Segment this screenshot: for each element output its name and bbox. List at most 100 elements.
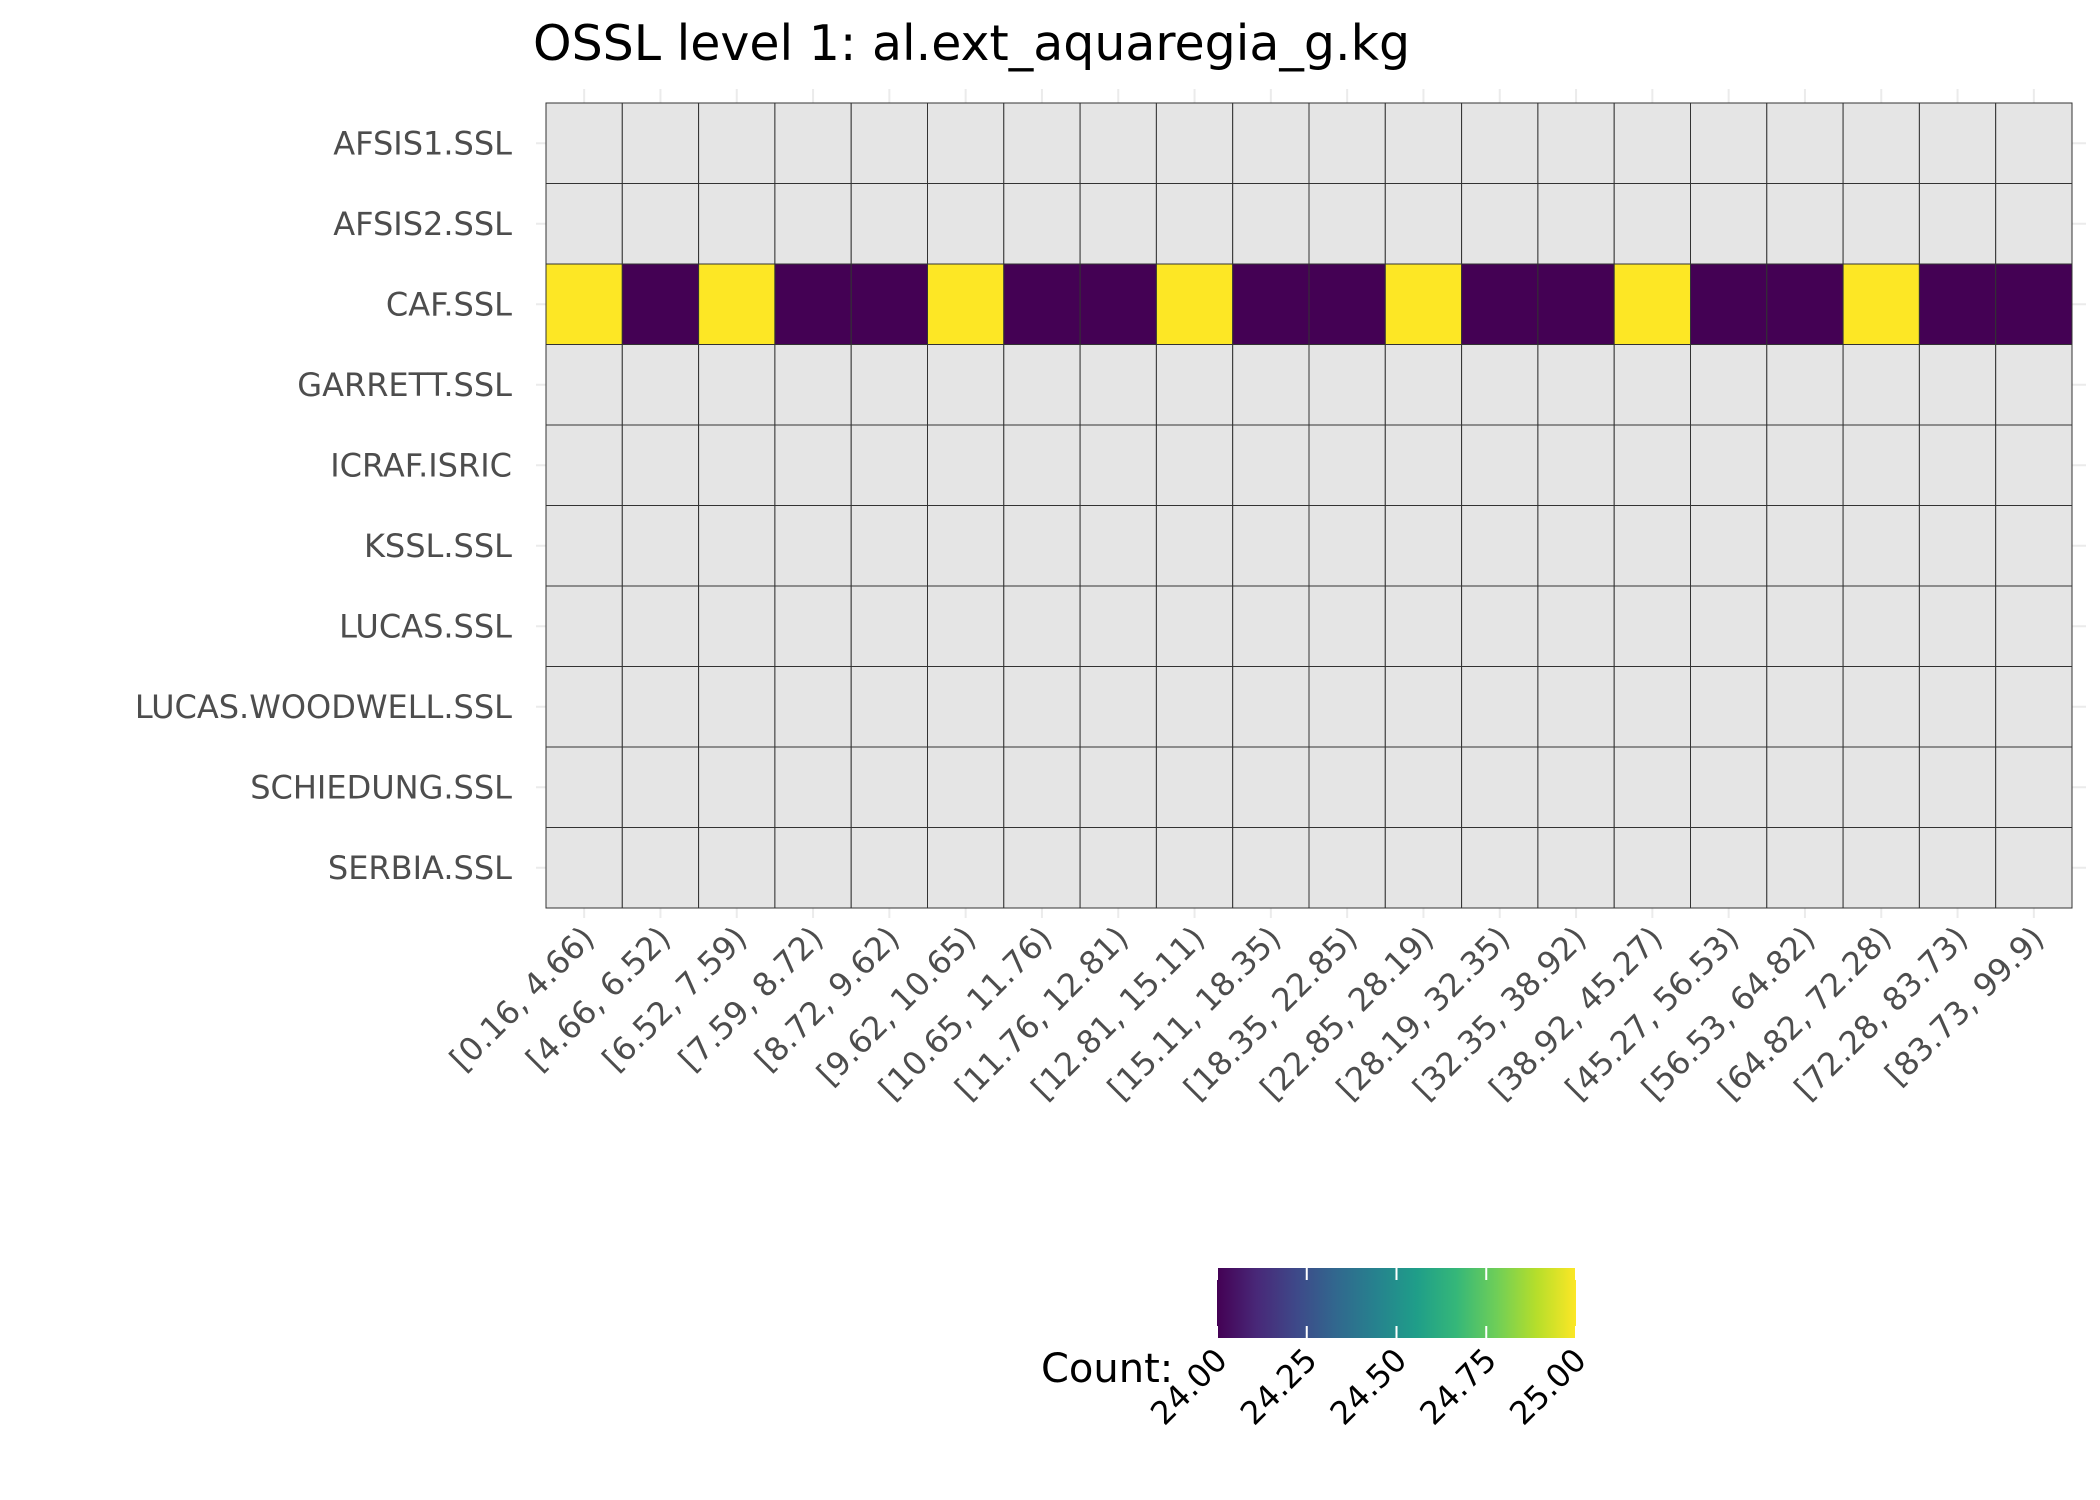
heatmap-cell bbox=[850, 344, 929, 426]
chart-title: OSSL level 1: al.ext_aquaregia_g.kg bbox=[533, 15, 1410, 72]
heatmap-cell bbox=[1766, 585, 1844, 667]
heatmap-cell bbox=[1003, 263, 1081, 345]
heatmap-cell bbox=[1918, 666, 1997, 748]
heatmap-cell bbox=[927, 183, 1005, 265]
heatmap-cell bbox=[927, 344, 1005, 426]
heatmap-cell bbox=[1232, 585, 1310, 667]
heatmap-cell bbox=[1079, 344, 1157, 426]
heatmap-cell bbox=[698, 666, 776, 748]
heatmap-cell bbox=[1079, 183, 1157, 265]
heatmap-cell bbox=[850, 746, 929, 828]
heatmap-cell bbox=[1079, 424, 1157, 506]
heatmap-cell bbox=[545, 263, 623, 345]
heatmap-cell bbox=[1079, 746, 1157, 828]
heatmap-cell bbox=[1308, 827, 1386, 909]
heatmap-cell bbox=[1003, 344, 1081, 426]
heatmap-cell bbox=[850, 424, 929, 506]
heatmap-cell bbox=[1308, 263, 1386, 345]
heatmap-cell bbox=[1003, 424, 1081, 506]
heatmap-cell bbox=[1232, 746, 1310, 828]
heatmap-cell bbox=[1537, 585, 1615, 667]
heatmap-cell bbox=[850, 263, 929, 345]
heatmap-cell bbox=[1232, 424, 1310, 506]
heatmap-cell bbox=[1613, 344, 1691, 426]
heatmap-cell bbox=[1384, 102, 1463, 184]
heatmap-cell bbox=[621, 424, 700, 506]
heatmap-cell bbox=[1613, 102, 1691, 184]
heatmap-cell bbox=[1232, 344, 1310, 426]
heatmap-cell bbox=[545, 666, 623, 748]
heatmap-cell bbox=[1003, 827, 1081, 909]
heatmap-cell bbox=[621, 746, 700, 828]
heatmap-cell bbox=[1079, 505, 1157, 587]
heatmap-cell bbox=[621, 344, 700, 426]
heatmap-cell bbox=[545, 344, 623, 426]
heatmap-cell bbox=[1995, 505, 2073, 587]
heatmap-cell bbox=[1079, 585, 1157, 667]
heatmap-cell bbox=[1842, 827, 1920, 909]
heatmap-cell bbox=[1995, 344, 2073, 426]
heatmap-cell bbox=[1537, 183, 1615, 265]
heatmap-cell bbox=[698, 263, 776, 345]
heatmap-cell bbox=[1918, 344, 1997, 426]
y-tick-label: LUCAS.WOODWELL.SSL bbox=[135, 688, 512, 726]
heatmap-cell bbox=[1003, 585, 1081, 667]
heatmap-cell bbox=[545, 183, 623, 265]
heatmap-cell bbox=[1461, 666, 1539, 748]
heatmap-cell bbox=[1308, 746, 1386, 828]
heatmap-cell bbox=[1995, 666, 2073, 748]
heatmap-cell bbox=[1995, 827, 2073, 909]
heatmap-cell bbox=[545, 102, 623, 184]
heatmap-cell bbox=[774, 746, 852, 828]
heatmap-cell bbox=[850, 183, 929, 265]
heatmap-cell bbox=[1384, 666, 1463, 748]
heatmap-cell bbox=[774, 102, 852, 184]
heatmap-cell bbox=[1613, 424, 1691, 506]
heatmap-cell bbox=[1842, 183, 1920, 265]
heatmap-cell bbox=[1690, 505, 1768, 587]
heatmap-cell bbox=[698, 183, 776, 265]
heatmap-cell bbox=[774, 827, 852, 909]
colorbar-tick-label: 25.00 bbox=[1502, 1341, 1594, 1433]
heatmap-cell bbox=[927, 263, 1005, 345]
heatmap-cell bbox=[774, 505, 852, 587]
heatmap-cell bbox=[1155, 263, 1234, 345]
heatmap-cell bbox=[1995, 424, 2073, 506]
heatmap-cell bbox=[1690, 263, 1768, 345]
heatmap-cell bbox=[1308, 344, 1386, 426]
heatmap-cell bbox=[1003, 746, 1081, 828]
heatmap-cell bbox=[1690, 666, 1768, 748]
heatmap-cell bbox=[927, 666, 1005, 748]
heatmap-cell bbox=[1003, 183, 1081, 265]
heatmap-cell bbox=[1537, 102, 1615, 184]
heatmap-cell bbox=[1384, 424, 1463, 506]
y-tick-label: CAF.SSL bbox=[386, 285, 512, 323]
y-tick-label: SERBIA.SSL bbox=[328, 849, 512, 887]
heatmap-cell bbox=[621, 585, 700, 667]
heatmap-cell bbox=[927, 102, 1005, 184]
heatmap-cell bbox=[1461, 505, 1539, 587]
heatmap-cell bbox=[850, 585, 929, 667]
heatmap-cell bbox=[1003, 102, 1081, 184]
heatmap-cell bbox=[1995, 183, 2073, 265]
heatmap-cell bbox=[1384, 344, 1463, 426]
heatmap-cell bbox=[1232, 827, 1310, 909]
heatmap-cell bbox=[1613, 505, 1691, 587]
heatmap-cell bbox=[1155, 666, 1234, 748]
y-tick-label: ICRAF.ISRIC bbox=[330, 446, 512, 484]
heatmap-cell bbox=[1918, 585, 1997, 667]
heatmap-cell bbox=[1384, 585, 1463, 667]
heatmap-cell bbox=[1308, 102, 1386, 184]
heatmap-cell bbox=[1842, 746, 1920, 828]
heatmap-cell bbox=[1461, 263, 1539, 345]
heatmap-cell bbox=[1918, 505, 1997, 587]
heatmap-cell bbox=[1918, 263, 1997, 345]
heatmap-cell bbox=[1384, 505, 1463, 587]
colorbar-tick-label: 24.75 bbox=[1412, 1341, 1504, 1433]
heatmap-cell bbox=[1766, 183, 1844, 265]
heatmap-cell bbox=[1079, 827, 1157, 909]
heatmap-cell bbox=[1079, 263, 1157, 345]
heatmap-cell bbox=[1232, 102, 1310, 184]
y-tick-label: LUCAS.SSL bbox=[339, 607, 512, 645]
heatmap-cell bbox=[1918, 827, 1997, 909]
